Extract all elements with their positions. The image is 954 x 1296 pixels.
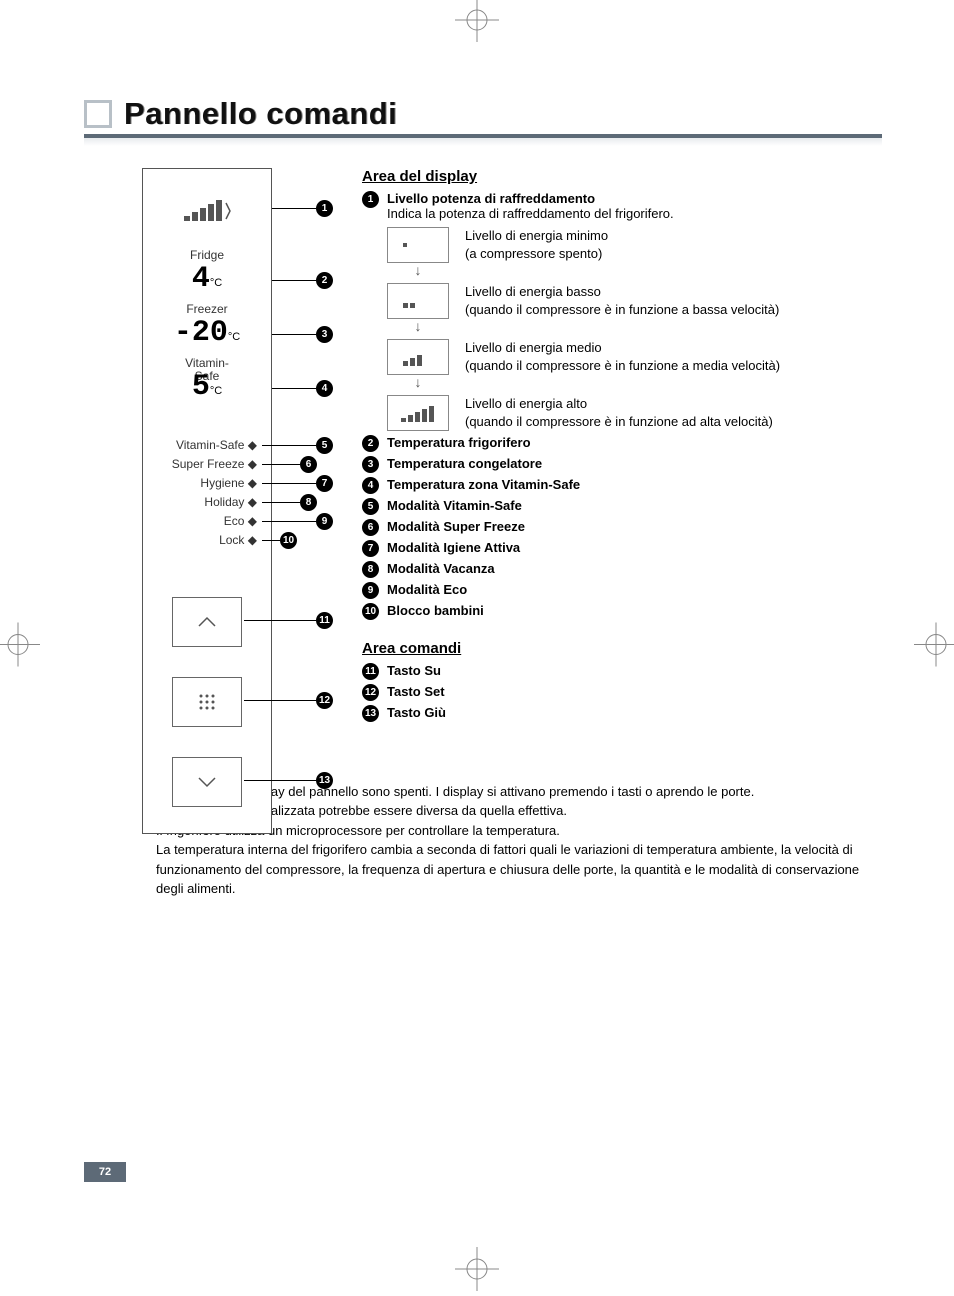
chevron-down-icon: [195, 770, 219, 794]
panel-mode-hygiene: Hygiene ◆: [200, 477, 257, 490]
panel-vitamin-temp: 5°C: [192, 371, 222, 404]
grid-dots-icon: [195, 690, 219, 714]
callout-7: 7: [316, 475, 333, 492]
panel-freezer-temp: -20°C: [174, 317, 240, 350]
callout-9: 9: [316, 513, 333, 530]
display-item-2: 2Temperatura frigorifero: [362, 435, 882, 452]
energy-icon-min: [387, 227, 449, 263]
down-arrow-icon: ↓: [387, 374, 449, 390]
registration-mark-top: [455, 0, 499, 47]
title-gradient: [84, 138, 882, 146]
command-item-11: 11Tasto Su: [362, 663, 882, 680]
registration-mark-right: [914, 623, 954, 672]
title-bar: Pannello comandi: [84, 96, 882, 138]
panel-up-button: [172, 597, 242, 647]
registration-mark-bottom: [455, 1247, 499, 1296]
energy-levels: Livello di energia minimo(a compressore …: [387, 227, 882, 431]
registration-mark-left: [0, 623, 40, 672]
page-title: Pannello comandi: [124, 96, 397, 132]
display-item-9: 9Modalità Eco: [362, 582, 882, 599]
energy-icon-high: [387, 395, 449, 431]
callout-13: 13: [316, 772, 333, 789]
panel-freezer-label: Freezer: [186, 303, 227, 316]
display-item-6: 6Modalità Super Freeze: [362, 519, 882, 536]
description-column: Area del display 1 Livello potenza di ra…: [352, 168, 882, 726]
page-content: Pannello comandi Fridge 4°C Freezer -20°…: [84, 96, 882, 899]
chevron-up-icon: [195, 610, 219, 634]
command-item-12: 12Tasto Set: [362, 684, 882, 701]
display-item-1: 1 Livello potenza di raffreddamento Indi…: [362, 191, 882, 221]
panel-set-button: [172, 677, 242, 727]
panel-diagram-column: Fridge 4°C Freezer -20°C Vitamin-Safe 5°…: [84, 168, 352, 726]
panel-mode-lock: Lock ◆: [219, 534, 257, 547]
display-section-title: Area del display: [362, 168, 882, 185]
callout-8: 8: [300, 494, 317, 511]
panel-fridge-label: Fridge: [190, 249, 224, 262]
display-item-4: 4Temperatura zona Vitamin-Safe: [362, 477, 882, 494]
callout-11: 11: [316, 612, 333, 629]
callout-6: 6: [300, 456, 317, 473]
callout-12: 12: [316, 692, 333, 709]
down-arrow-icon: ↓: [387, 318, 449, 334]
panel-down-button: [172, 757, 242, 807]
display-item-5: 5Modalità Vitamin-Safe: [362, 498, 882, 515]
panel-fridge-temp: 4°C: [192, 263, 222, 296]
commands-section-title: Area comandi: [362, 640, 882, 657]
energy-icon-low: [387, 283, 449, 319]
command-item-13: 13Tasto Giù: [362, 705, 882, 722]
callout-3: 3: [316, 326, 333, 343]
page-number: 72: [84, 1162, 126, 1182]
panel-mode-vitamin: Vitamin-Safe ◆: [176, 439, 257, 452]
panel-mode-superfreeze: Super Freeze ◆: [172, 458, 257, 471]
energy-icon-med: [387, 339, 449, 375]
callout-4: 4: [316, 380, 333, 397]
callout-10: 10: [280, 532, 297, 549]
panel-power-icon: [182, 199, 232, 226]
callout-2: 2: [316, 272, 333, 289]
control-panel-diagram: Fridge 4°C Freezer -20°C Vitamin-Safe 5°…: [142, 168, 272, 834]
panel-mode-holiday: Holiday ◆: [204, 496, 257, 509]
callout-1: 1: [316, 200, 333, 217]
display-item-10: 10Blocco bambini: [362, 603, 882, 620]
down-arrow-icon: ↓: [387, 262, 449, 278]
display-item-7: 7Modalità Igiene Attiva: [362, 540, 882, 557]
display-item-8: 8Modalità Vacanza: [362, 561, 882, 578]
title-icon: [84, 100, 112, 128]
panel-mode-eco: Eco ◆: [224, 515, 257, 528]
display-item-3: 3Temperatura congelatore: [362, 456, 882, 473]
callout-5: 5: [316, 437, 333, 454]
